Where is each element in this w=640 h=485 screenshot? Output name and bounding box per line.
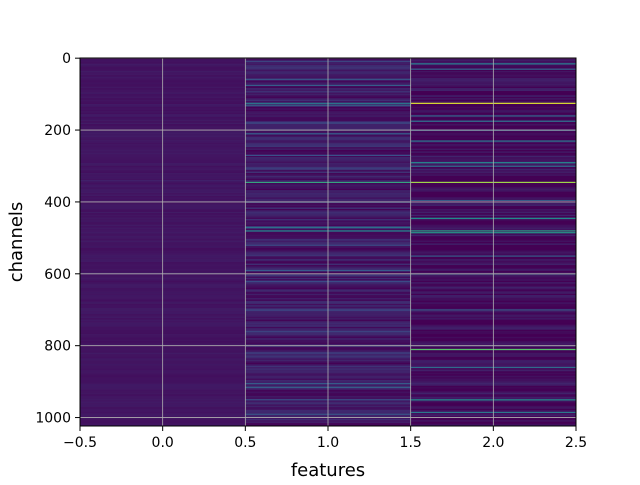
- y-tick-label: 400: [44, 195, 71, 211]
- x-tick-label: 0.0: [152, 435, 174, 451]
- x-tick-label: 2.0: [482, 435, 504, 451]
- x-axis-ticks: −0.5 0.0 0.5 1.0 1.5 2.0 2.5: [63, 426, 587, 451]
- y-tick-label: 800: [44, 339, 71, 355]
- y-tick-label: 200: [44, 123, 71, 139]
- x-tick-label: 1.0: [317, 435, 339, 451]
- y-tick-label: 0: [62, 51, 71, 67]
- x-tick-label: 2.5: [565, 435, 587, 451]
- y-axis-ticks: 0 200 400 600 800 1000: [35, 51, 80, 427]
- y-tick-label: 600: [44, 267, 71, 283]
- y-tick-label: 1000: [35, 411, 71, 427]
- x-tick-label: −0.5: [63, 435, 97, 451]
- y-axis-label: channels: [6, 202, 27, 283]
- x-axis-label: features: [291, 460, 365, 480]
- x-tick-label: 1.5: [400, 435, 422, 451]
- x-tick-label: 0.5: [234, 435, 256, 451]
